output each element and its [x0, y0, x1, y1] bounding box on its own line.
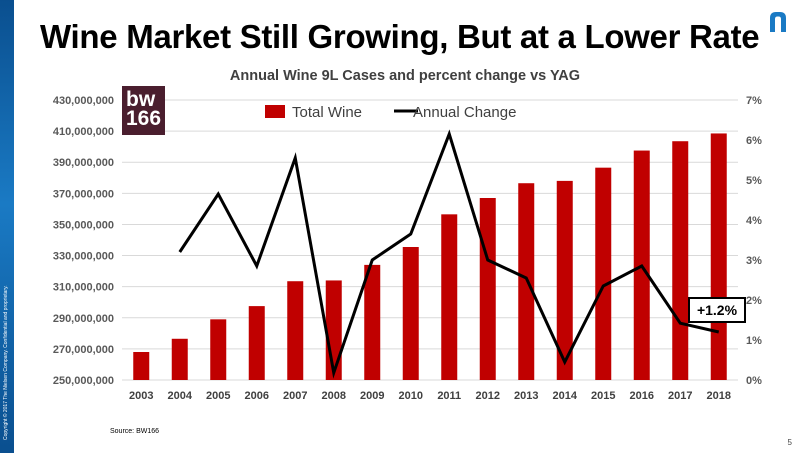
y-right-tick-label: 6% — [746, 135, 762, 147]
bar-total-wine — [518, 183, 535, 380]
y-left-tick-label: 430,000,000 — [53, 95, 114, 107]
x-tick-label: 2015 — [591, 390, 615, 402]
y-right-tick-label: 1% — [746, 335, 762, 347]
y-right-tick-label: 2% — [746, 295, 762, 307]
x-tick-label: 2011 — [437, 390, 461, 402]
y-left-tick-label: 350,000,000 — [53, 219, 114, 231]
bar-total-wine — [248, 306, 265, 380]
bw166-badge-text: bw 166 — [126, 88, 162, 130]
x-axis-ticks: 2003 2004 2005 2006 2007 2008 2009 2010 2011 2012… — [129, 390, 731, 402]
y-right-tick-label: 7% — [746, 95, 762, 107]
callout-box: +1.2% — [688, 297, 746, 323]
right-axis-ticks: 0% 1% 2% 3% 4% 5% 6% 7% — [746, 95, 762, 387]
y-left-tick-label: 370,000,000 — [53, 188, 114, 200]
bar-total-wine — [364, 264, 381, 380]
y-right-tick-label: 4% — [746, 215, 762, 227]
x-tick-label: 2013 — [514, 390, 538, 402]
annual-change-line-group — [178, 129, 720, 379]
y-left-tick-label: 270,000,000 — [53, 344, 114, 356]
y-left-tick-label: 250,000,000 — [53, 375, 114, 387]
y-left-tick-label: 290,000,000 — [53, 313, 114, 325]
chart-title: Annual Wine 9L Cases and percent change … — [230, 68, 580, 84]
side-accent-bar: Copyright © 2017 The Nielsen Company. Co… — [0, 0, 14, 453]
bars — [133, 133, 727, 380]
x-tick-label: 2014 — [553, 390, 578, 402]
x-tick-label: 2018 — [707, 390, 731, 402]
nielsen-logo-icon — [770, 12, 786, 32]
legend-swatch-total-wine — [265, 105, 285, 118]
bar-total-wine — [402, 247, 419, 380]
x-tick-label: 2017 — [668, 390, 692, 402]
y-right-tick-label: 5% — [746, 175, 762, 187]
y-left-tick-label: 390,000,000 — [53, 157, 114, 169]
y-left-tick-label: 330,000,000 — [53, 251, 114, 263]
x-tick-label: 2004 — [168, 390, 193, 402]
y-left-tick-label: 410,000,000 — [53, 126, 114, 138]
source-note: Source: BW166 — [110, 428, 160, 435]
bar-total-wine — [556, 180, 573, 380]
x-tick-label: 2009 — [360, 390, 384, 402]
left-axis-ticks: 250,000,000 270,000,000 290,000,000 310,000… — [53, 95, 114, 387]
bar-total-wine — [710, 133, 727, 380]
legend-label-annual-change: Annual Change — [413, 104, 516, 121]
bar-total-wine — [479, 198, 496, 380]
x-tick-label: 2005 — [206, 390, 230, 402]
y-right-tick-label: 3% — [746, 255, 762, 267]
x-tick-label: 2007 — [283, 390, 307, 402]
x-tick-label: 2006 — [245, 390, 269, 402]
legend-label-total-wine: Total Wine — [292, 104, 362, 121]
y-left-tick-label: 310,000,000 — [53, 282, 114, 294]
bar-total-wine — [672, 141, 689, 380]
page-number: 5 — [787, 438, 792, 447]
bar-total-wine — [441, 214, 458, 380]
x-tick-label: 2003 — [129, 390, 153, 402]
x-tick-label: 2010 — [399, 390, 423, 402]
legend: Total Wine Annual Change — [265, 104, 516, 121]
y-right-tick-label: 0% — [746, 375, 762, 387]
x-tick-label: 2016 — [630, 390, 654, 402]
bar-total-wine — [133, 352, 150, 380]
bar-total-wine — [595, 167, 612, 380]
x-tick-label: 2012 — [476, 390, 500, 402]
x-tick-label: 2008 — [322, 390, 346, 402]
bw166-badge: bw 166 — [122, 86, 165, 135]
bar-total-wine — [210, 319, 227, 380]
bar-total-wine — [171, 338, 188, 380]
bar-total-wine — [287, 281, 304, 380]
slide-title: Wine Market Still Growing, But at a Lowe… — [40, 18, 760, 55]
